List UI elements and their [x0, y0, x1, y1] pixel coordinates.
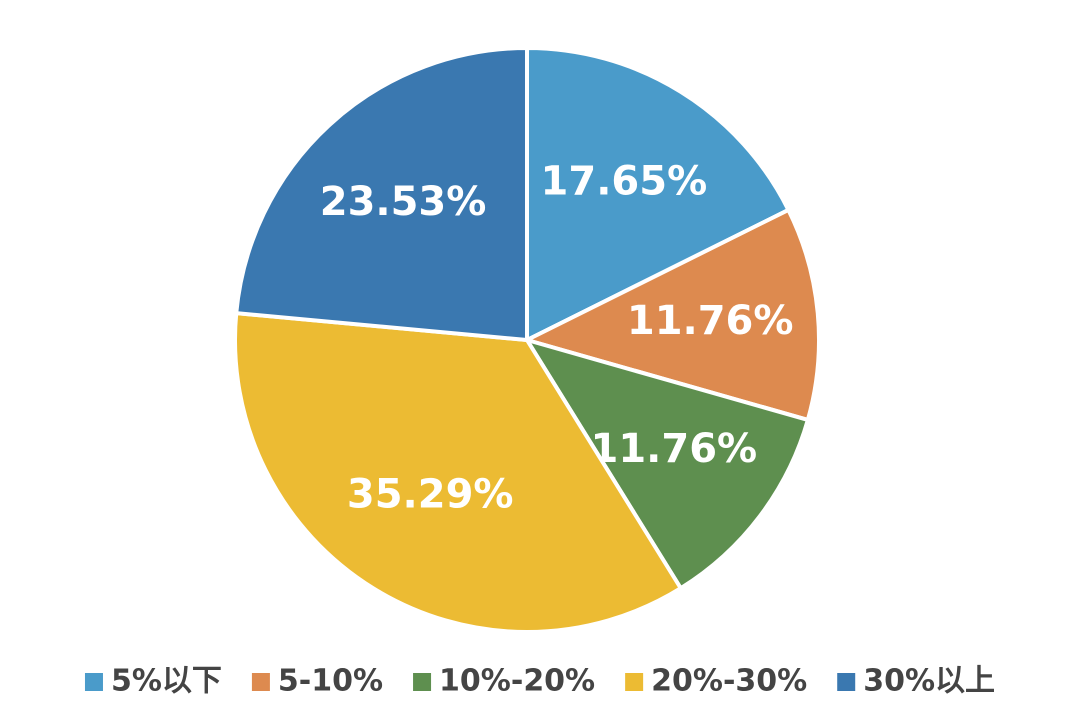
value-label: 35.29% — [347, 471, 514, 517]
legend-swatch — [251, 673, 270, 691]
legend-swatch — [413, 673, 432, 691]
legend-label: 10%-20% — [439, 664, 595, 699]
value-label: 11.76% — [627, 298, 794, 344]
legend: 5%以下 5-10% 10%-20% 20%-30% 30%以上 — [84, 664, 995, 699]
legend-swatch — [837, 673, 856, 691]
value-label: 17.65% — [541, 159, 708, 205]
pie-slice — [525, 45, 792, 344]
pie-slice — [234, 45, 529, 343]
legend-label: 20%-30% — [651, 664, 807, 699]
pie-slice — [233, 310, 684, 634]
value-label: 23.53% — [320, 179, 487, 225]
legend-label: 5-10% — [278, 664, 383, 699]
legend-label: 5%以下 — [111, 664, 222, 699]
legend-swatch — [84, 673, 103, 691]
pie-slice — [521, 207, 821, 423]
pie-slice — [522, 336, 811, 591]
legend-label: 30%以上 — [863, 664, 995, 699]
value-label: 11.76% — [591, 426, 758, 472]
legend-swatch — [625, 673, 644, 691]
